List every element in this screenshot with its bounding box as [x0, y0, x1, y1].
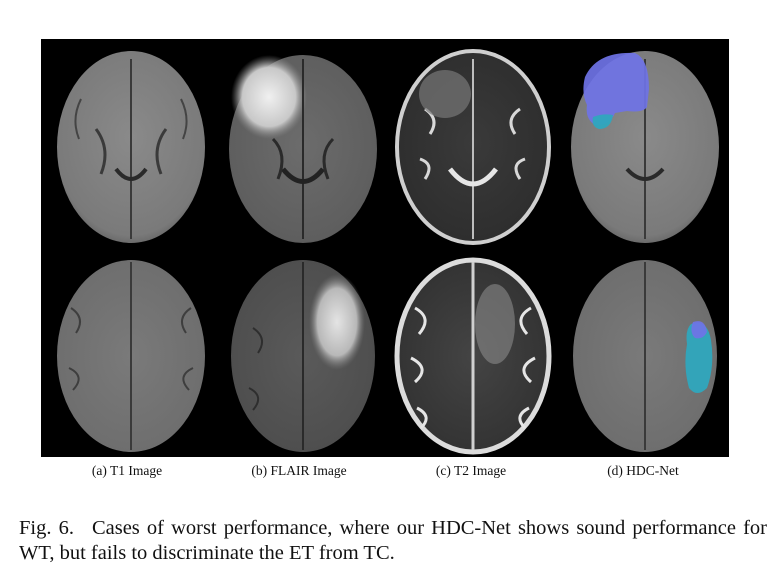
subfigure-label-t2: (c) T2 Image [435, 463, 507, 478]
panel-flair-axial-upper [213, 39, 385, 248]
panel-t2-axial-upper [385, 39, 557, 248]
caption-label: Fig. 6. [19, 517, 74, 539]
subfigure-label-t1: (a) T1 Image [91, 463, 163, 478]
panel-hdcnet-segmentation-upper [557, 39, 729, 248]
panel-hdcnet-segmentation-lower [557, 248, 729, 457]
figure-caption: Fig. 6. Cases of worst performance, where… [19, 516, 767, 566]
subfigure-label-flair: (b) FLAIR Image [251, 463, 347, 478]
panel-t1-axial-upper [41, 39, 213, 248]
panel-flair-axial-lower [213, 248, 385, 457]
panel-t1-axial-lower [41, 248, 213, 457]
brain-mri-figure [41, 39, 729, 457]
subfigure-label-hdcnet: (d) HDC-Net [607, 463, 679, 478]
panel-t2-axial-lower [385, 248, 557, 457]
caption-text: Cases of worst performance, where our HD… [19, 517, 767, 564]
